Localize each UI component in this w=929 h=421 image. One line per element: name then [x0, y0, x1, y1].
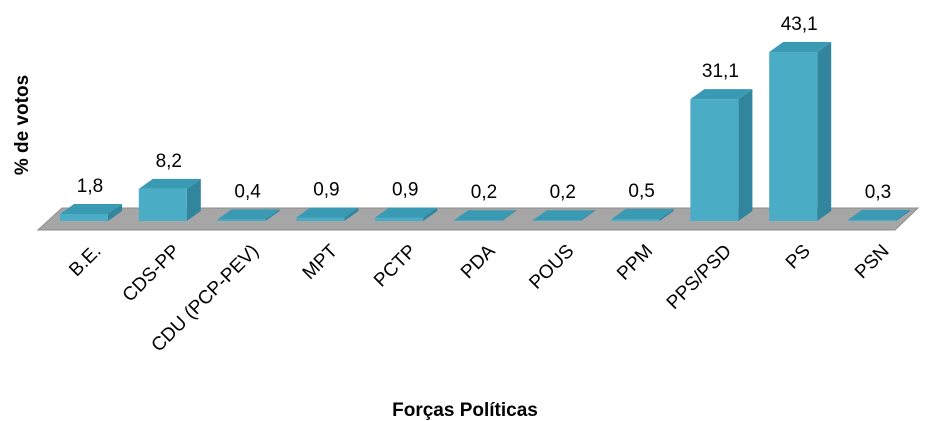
- x-tick-label: PPM: [613, 241, 657, 285]
- value-label: 1,8: [77, 176, 103, 197]
- bar-top: [296, 207, 359, 218]
- value-label: 43,1: [781, 14, 818, 35]
- bar: [60, 213, 108, 221]
- bar-top: [690, 89, 753, 100]
- bar: [454, 220, 502, 221]
- value-label: 31,1: [702, 61, 739, 82]
- bar: [611, 219, 660, 221]
- bar: [532, 220, 581, 221]
- bar-side: [502, 210, 516, 221]
- value-label: 0,3: [865, 182, 891, 203]
- bar-side: [817, 42, 832, 221]
- x-tick-label: POUS: [525, 241, 578, 294]
- x-tick-label: MPT: [299, 240, 342, 283]
- bar-side: [186, 178, 201, 221]
- bar-side: [659, 209, 674, 221]
- value-label: 0,2: [471, 182, 497, 203]
- bar: [375, 217, 424, 221]
- value-label: 0,9: [392, 179, 418, 200]
- bar: [296, 217, 345, 221]
- bar-top: [217, 209, 280, 220]
- x-axis-title: Forças Políticas: [392, 400, 538, 421]
- bar-top: [60, 203, 122, 214]
- value-label: 0,9: [313, 179, 339, 200]
- bar-top: [611, 209, 674, 220]
- bar: [848, 219, 896, 221]
- bar-side: [896, 209, 910, 221]
- x-tick-label: PS: [782, 241, 815, 274]
- value-label: 0,2: [550, 182, 576, 203]
- x-tick-label: B.E.: [65, 241, 105, 281]
- bar-side: [423, 207, 438, 221]
- bar: [217, 219, 266, 221]
- bar-top: [532, 210, 595, 221]
- bar-top: [848, 209, 910, 220]
- bar: [690, 99, 739, 221]
- bar: [138, 188, 187, 221]
- bar-top: [769, 42, 832, 53]
- value-label: 0,4: [234, 181, 261, 202]
- bar-top: [375, 207, 438, 218]
- x-tick-label: CDS-PP: [119, 241, 185, 307]
- bar-top: [138, 178, 201, 189]
- x-tick-label: PPS/PSD: [663, 241, 736, 314]
- y-axis-title: % de votos: [12, 75, 33, 175]
- bar-side: [344, 207, 359, 221]
- value-label: 8,2: [156, 151, 182, 172]
- bar-side: [738, 89, 753, 221]
- x-tick-label: PSN: [851, 241, 893, 283]
- bar-side: [108, 203, 122, 221]
- x-tick-label: PDA: [457, 240, 500, 283]
- bar-side: [265, 209, 280, 221]
- value-label: 0,5: [628, 181, 654, 202]
- bar-side: [580, 210, 595, 221]
- bar: [769, 52, 818, 221]
- bar-top: [454, 210, 516, 221]
- x-tick-label: PCTP: [370, 241, 421, 292]
